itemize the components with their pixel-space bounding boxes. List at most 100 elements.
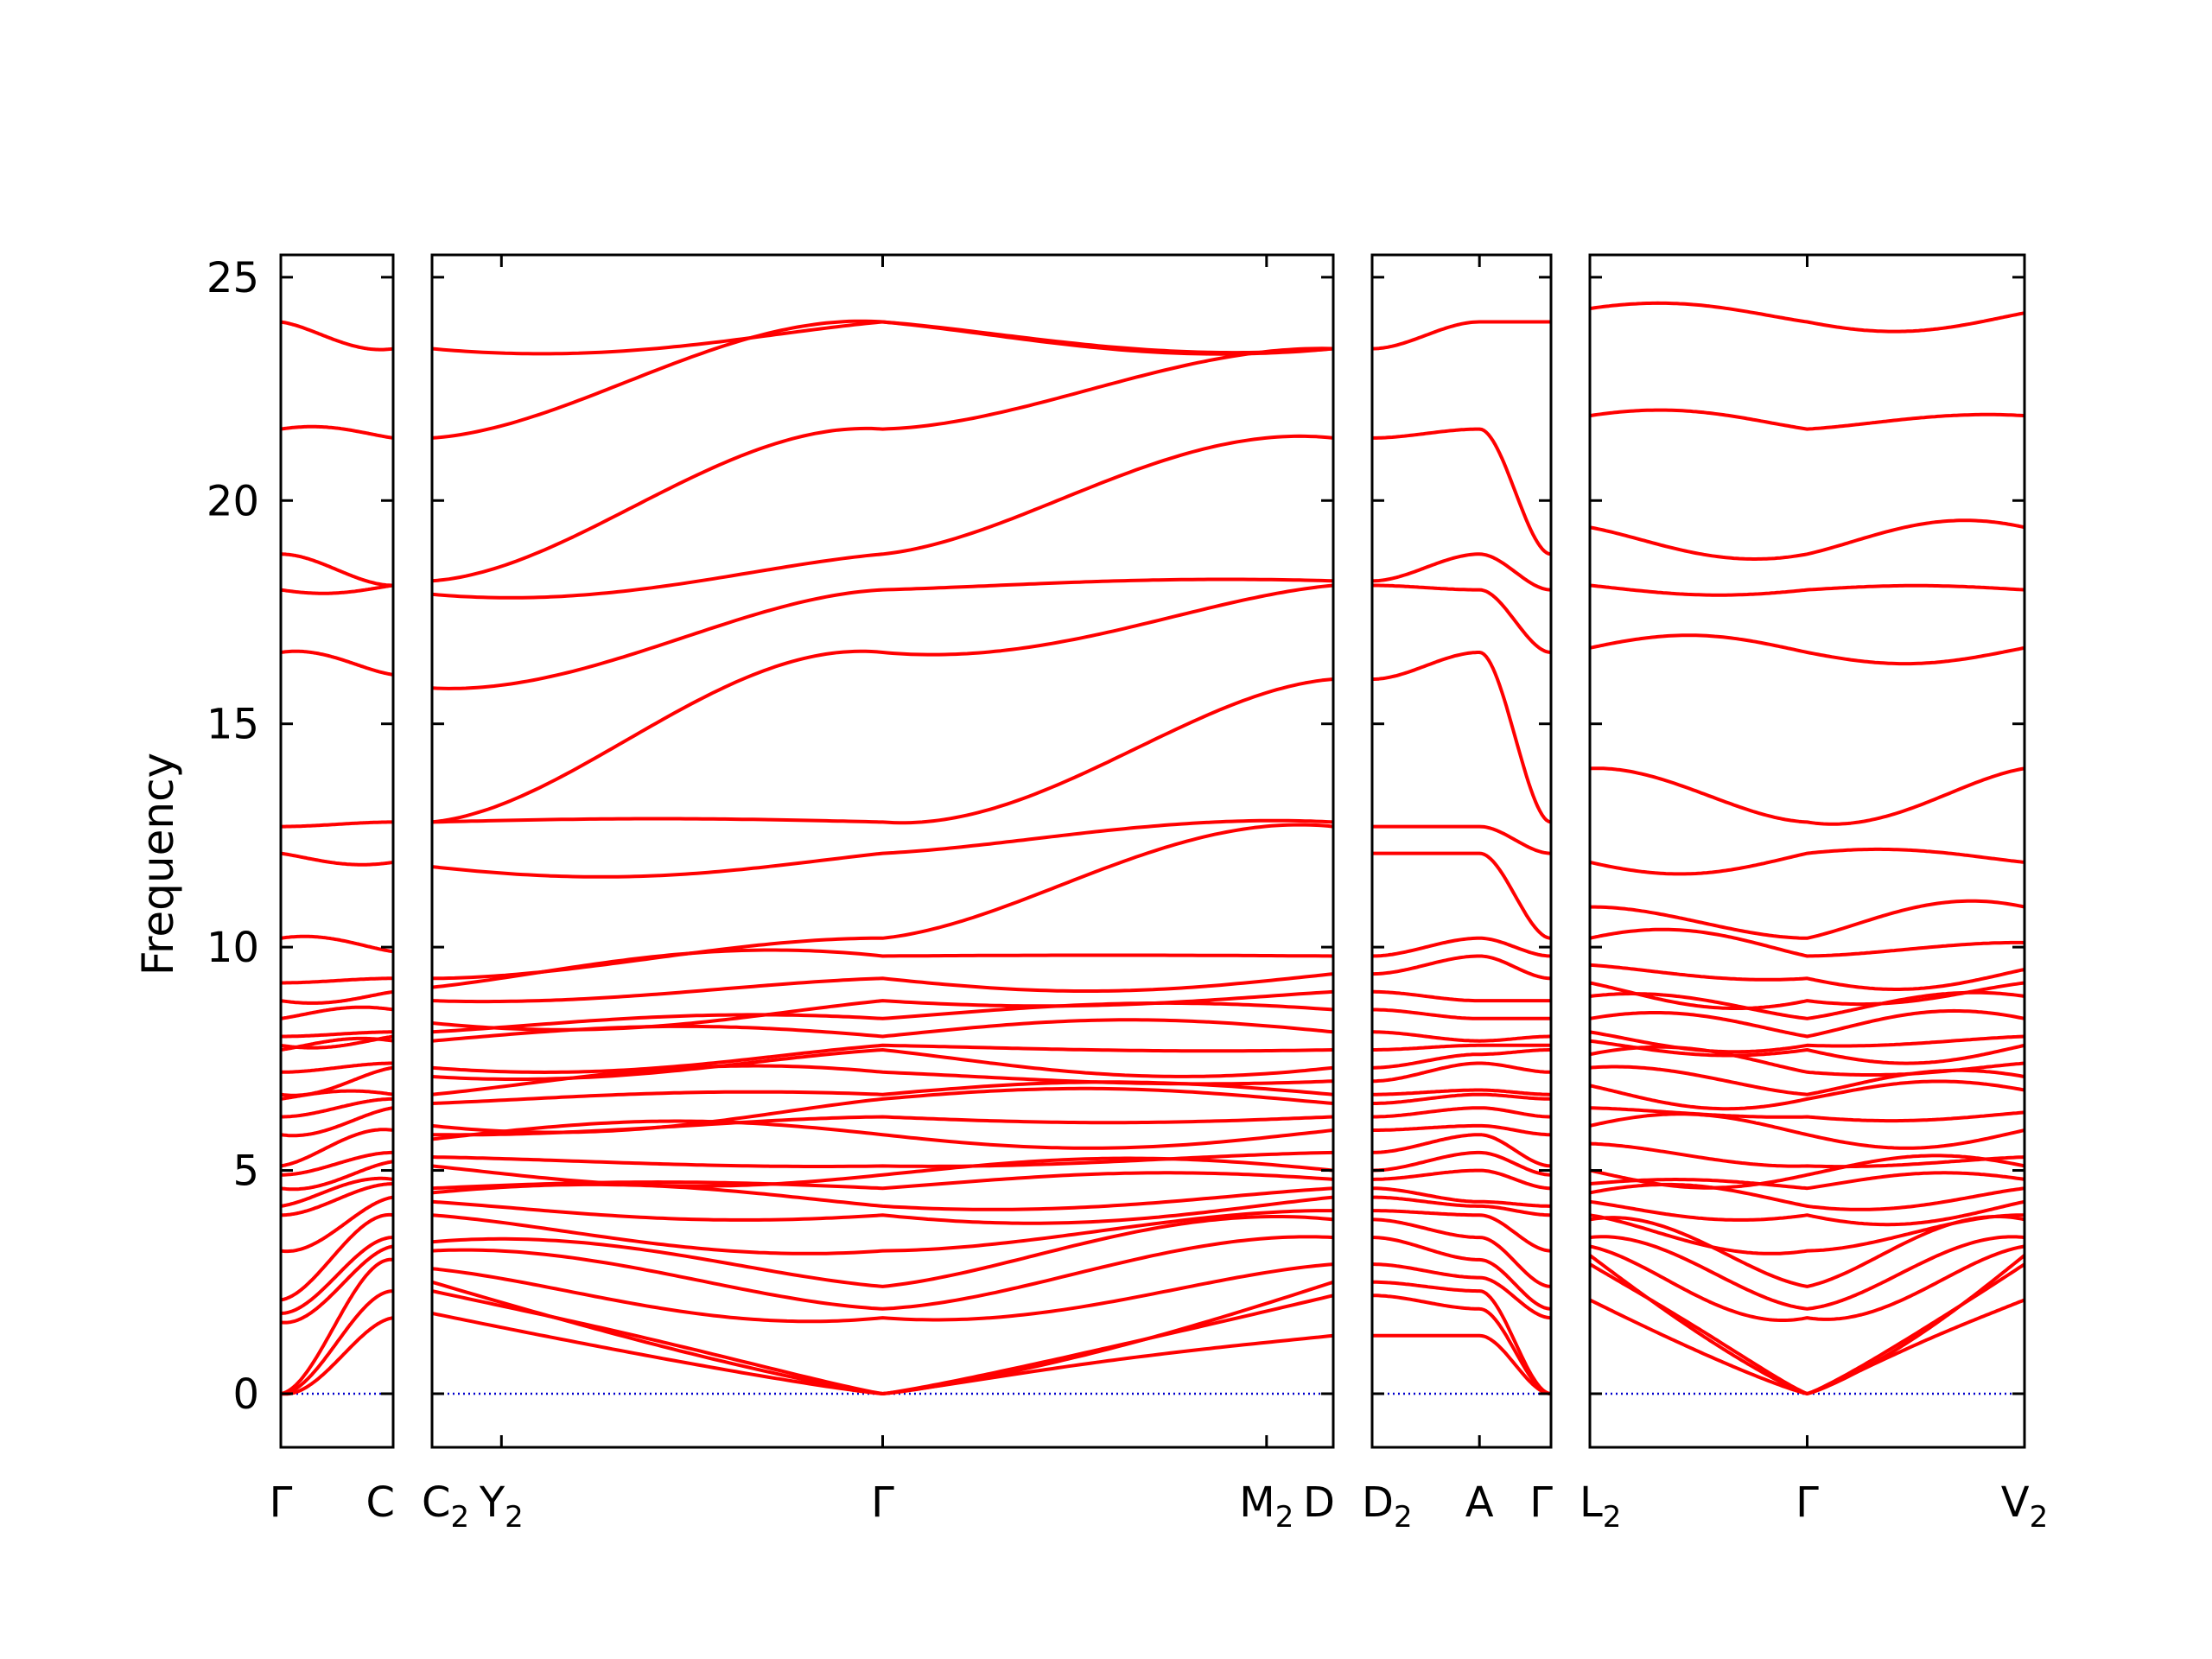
y-tick-label: 20 bbox=[207, 477, 259, 525]
phonon-band bbox=[1589, 927, 2025, 958]
phonon-band bbox=[1372, 320, 1551, 351]
phonon-band bbox=[1589, 981, 2025, 1010]
phonon-band bbox=[1589, 1106, 2025, 1123]
phonon-band bbox=[1372, 824, 1552, 855]
phonon-band bbox=[280, 976, 394, 985]
panel-2: C2 Y2 Γ M2 D bbox=[422, 253, 1335, 1535]
phonon-band bbox=[1372, 552, 1552, 592]
phonon-band bbox=[280, 1289, 394, 1395]
phonon-band bbox=[431, 1280, 1334, 1395]
phonon-band bbox=[1590, 899, 2025, 940]
phonon-band bbox=[280, 1005, 394, 1020]
x-tick-label: C2 bbox=[422, 1478, 469, 1535]
phonon-band bbox=[280, 1150, 394, 1177]
phonon-band bbox=[1372, 1106, 1551, 1119]
phonon-band bbox=[1589, 408, 2025, 431]
phonon-band bbox=[1372, 651, 1552, 824]
phonon-band bbox=[280, 989, 394, 1005]
phonon-band bbox=[1372, 954, 1552, 981]
y-tick-label: 5 bbox=[232, 1147, 259, 1196]
panel-frame bbox=[279, 253, 395, 1449]
phonon-band bbox=[280, 320, 394, 352]
phonon-band bbox=[1372, 1123, 1551, 1137]
x-tick-label: V2 bbox=[2001, 1478, 2048, 1535]
phonon-band bbox=[431, 1209, 1333, 1255]
phonon-band bbox=[431, 320, 1334, 356]
phonon-band bbox=[280, 1106, 394, 1138]
phonon-band bbox=[280, 1182, 394, 1217]
phonon-band bbox=[1371, 936, 1552, 958]
phonon-band bbox=[1589, 1235, 2025, 1311]
phonon-band bbox=[1372, 851, 1552, 940]
x-tick-label: Y2 bbox=[479, 1478, 524, 1535]
phonon-band bbox=[280, 1128, 394, 1168]
phonon-band bbox=[1372, 1007, 1551, 1020]
phonon-band bbox=[1372, 583, 1552, 654]
phonon-band bbox=[1588, 1254, 2026, 1395]
phonon-band bbox=[431, 1195, 1334, 1225]
phonon-band bbox=[1372, 1030, 1551, 1043]
bands-4 bbox=[1588, 301, 2026, 1395]
bands-1 bbox=[280, 320, 394, 1396]
x-tick-label: C bbox=[365, 1478, 395, 1527]
phonon-band bbox=[431, 989, 1334, 1032]
bands-2 bbox=[431, 319, 1334, 1395]
phonon-band bbox=[431, 577, 1334, 690]
phonon-band bbox=[1372, 1333, 1552, 1395]
phonon-band bbox=[280, 552, 394, 588]
phonon-band bbox=[280, 583, 394, 595]
phonon-band bbox=[1372, 427, 1552, 556]
phonon-band bbox=[280, 1176, 394, 1208]
panels: Γ C C2 Y2 Γ M2 D D2 A Γ L2 Γ V2 bbox=[270, 253, 2048, 1535]
phonon-band bbox=[280, 1257, 394, 1395]
phonon-band bbox=[280, 851, 394, 867]
phonon-band bbox=[280, 424, 394, 440]
phonon-band bbox=[1372, 1043, 1551, 1052]
y-tick-labels: 0 5 10 15 20 25 bbox=[207, 254, 259, 1419]
phonon-band bbox=[1589, 1039, 2025, 1065]
phonon-band bbox=[1372, 1280, 1552, 1395]
phonon-band bbox=[1589, 301, 2025, 334]
phonon-band bbox=[431, 1043, 1334, 1074]
phonon-band bbox=[1372, 1217, 1552, 1288]
phonon-band bbox=[280, 1096, 394, 1119]
phonon-band bbox=[431, 1262, 1334, 1324]
phonon-band bbox=[1589, 1154, 2025, 1190]
phonon-band bbox=[431, 1048, 1334, 1081]
phonon-band bbox=[431, 677, 1334, 825]
phonon-band bbox=[1589, 1079, 2025, 1111]
x-tick-label: Γ bbox=[270, 1478, 293, 1527]
phonon-band bbox=[431, 1235, 1334, 1311]
phonon-band bbox=[431, 1119, 1334, 1150]
x-tick-label: D2 bbox=[1362, 1478, 1413, 1535]
phonon-band bbox=[1589, 1112, 2025, 1150]
phonon-band bbox=[1589, 518, 2025, 561]
phonon-band bbox=[1589, 963, 2025, 991]
phonon-band bbox=[431, 583, 1334, 824]
panel-3: D2 A Γ bbox=[1362, 253, 1553, 1535]
phonon-band bbox=[431, 1150, 1334, 1168]
y-axis-label: Frequency bbox=[133, 753, 183, 976]
x-tick-label: D bbox=[1303, 1478, 1335, 1527]
x-tick-label: M2 bbox=[1239, 1478, 1294, 1535]
phonon-band bbox=[280, 649, 394, 677]
phonon-band bbox=[1589, 1030, 2025, 1054]
phonon-band bbox=[280, 1160, 394, 1192]
phonon-band bbox=[280, 1065, 394, 1097]
x-tick-label: A bbox=[1465, 1478, 1494, 1527]
panel-frame bbox=[1370, 253, 1553, 1449]
phonon-band bbox=[431, 972, 1334, 1004]
phonon-band bbox=[1372, 1048, 1551, 1070]
phonon-band bbox=[1589, 1213, 2024, 1255]
phonon-band bbox=[1589, 1045, 2025, 1077]
phonon-band bbox=[1372, 1061, 1551, 1084]
phonon-band bbox=[432, 823, 1334, 981]
phonon-band bbox=[280, 1195, 394, 1254]
phonon-band bbox=[280, 1030, 394, 1039]
phonon-band bbox=[1589, 1199, 2025, 1227]
phonon-band bbox=[1589, 766, 2025, 826]
x-tick-label: Γ bbox=[1529, 1478, 1553, 1527]
phonon-band bbox=[431, 346, 1334, 583]
phonon-band bbox=[1589, 990, 2025, 1020]
